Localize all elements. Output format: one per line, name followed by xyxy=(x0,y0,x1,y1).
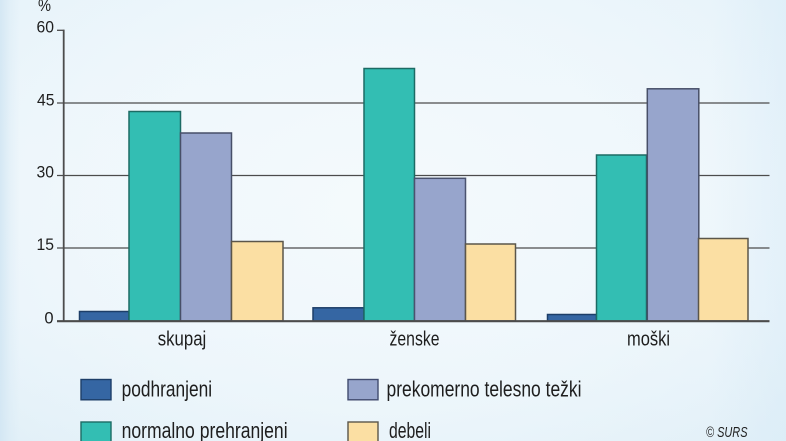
svg-text:prekomerno telesno težki: prekomerno telesno težki xyxy=(387,377,582,402)
svg-text:debeli: debeli xyxy=(389,418,431,441)
svg-text:skupaj: skupaj xyxy=(158,329,207,351)
svg-text:0: 0 xyxy=(44,310,53,328)
svg-text:ženske: ženske xyxy=(390,329,440,351)
svg-text:45: 45 xyxy=(37,92,55,110)
svg-text:60: 60 xyxy=(37,19,55,37)
svg-text:podhranjeni: podhranjeni xyxy=(122,377,213,402)
svg-text:30: 30 xyxy=(37,164,55,182)
svg-text:© SURS: © SURS xyxy=(706,425,748,441)
svg-text:moški: moški xyxy=(627,329,670,351)
svg-text:normalno prehranjeni: normalno prehranjeni xyxy=(122,418,288,441)
svg-text:15: 15 xyxy=(37,236,55,254)
svg-text:%: % xyxy=(38,0,51,15)
